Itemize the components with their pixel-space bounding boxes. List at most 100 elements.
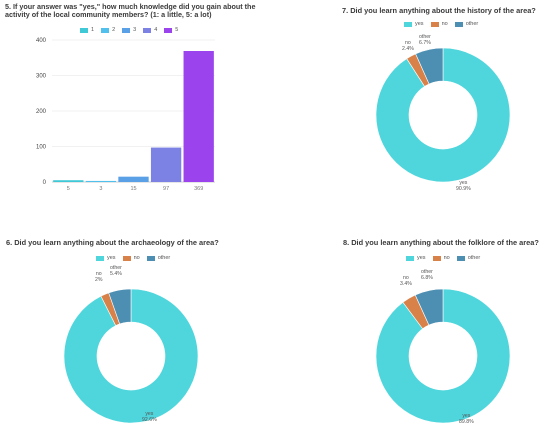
y-tick-label: 0 xyxy=(43,180,47,186)
legend-label: yes xyxy=(107,255,116,261)
slice-label-name: other xyxy=(110,265,122,271)
slice-label-name: yes xyxy=(459,180,468,186)
y-tick-label: 200 xyxy=(36,109,47,115)
slice-label: yes 92.6% xyxy=(142,411,157,423)
legend-swatch xyxy=(146,255,155,261)
legend-swatch xyxy=(456,255,465,261)
pie-slice xyxy=(414,288,444,326)
slice-label-percent: 92.6% xyxy=(142,417,157,423)
chart-q8-legend: yes no other xyxy=(406,255,480,261)
legend-swatch xyxy=(406,255,414,261)
chart-q5-title: 5. If your answer was "yes," how much kn… xyxy=(5,2,256,20)
legend-swatch xyxy=(164,27,173,33)
bar xyxy=(118,176,149,182)
legend-swatch xyxy=(122,27,131,33)
legend-item: no xyxy=(432,255,450,261)
legend-label: 1 xyxy=(91,27,95,33)
slice-label-percent: 6.7% xyxy=(419,40,431,46)
chart-q7-panel: 7. Did you learn anything about the hist… xyxy=(275,0,550,215)
slice-label: other 5.4% xyxy=(110,265,122,277)
slice-label: other 6.8% xyxy=(421,269,433,281)
legend-item: no xyxy=(122,255,140,261)
slice-label-percent: 6.8% xyxy=(421,275,433,281)
bar xyxy=(85,180,117,182)
slice-label: no 3.4% xyxy=(400,275,412,287)
legend-label: other xyxy=(465,21,479,27)
legend-swatch xyxy=(101,27,110,33)
chart-q7-svg xyxy=(375,47,511,183)
pie-slice xyxy=(63,288,199,424)
slice-label-percent: 3.4% xyxy=(400,281,412,287)
legend-swatch xyxy=(404,21,412,27)
legend-label: other xyxy=(157,255,171,261)
bar-data-label: 3 xyxy=(99,186,102,192)
chart-q5-panel: 5. If your answer was "yes," how much kn… xyxy=(0,0,275,215)
chart-q8-panel: 8. Did you learn anything about the folk… xyxy=(275,215,550,431)
legend-label: no xyxy=(133,255,140,261)
slice-label-name: no xyxy=(403,275,409,281)
pie-slice xyxy=(375,47,511,183)
bar xyxy=(183,51,214,182)
chart-q8-title: 8. Did you learn anything about the folk… xyxy=(343,238,539,247)
legend-label: other xyxy=(467,255,481,261)
y-tick-label: 100 xyxy=(36,145,47,151)
chart-q7-title: 7. Did you learn anything about the hist… xyxy=(342,6,536,15)
y-tick-label: 300 xyxy=(36,74,47,80)
slice-label-percent: 5.4% xyxy=(110,271,122,277)
legend-item: 5 xyxy=(164,27,178,33)
slice-label-percent: 90.9% xyxy=(456,186,471,192)
bar-data-label: 97 xyxy=(163,186,169,192)
chart-q5-svg: 0 100 200 300 400 5 3 15 97 369 xyxy=(36,38,215,192)
chart-q7-legend: yes no other xyxy=(404,21,478,27)
slice-label: other 6.7% xyxy=(419,34,431,46)
slice-label-percent: 89.8% xyxy=(459,419,474,425)
slice-label-name: yes xyxy=(145,411,154,417)
slice-label: yes 90.9% xyxy=(456,180,471,192)
legend-label: 2 xyxy=(112,27,116,33)
pie-slice xyxy=(415,47,444,85)
legend-item: other xyxy=(456,255,481,261)
slice-label-name: yes xyxy=(462,413,471,419)
legend-item: other xyxy=(146,255,171,261)
legend-swatch xyxy=(432,255,441,261)
chart-q5-legend: 1 2 3 4 5 xyxy=(80,27,178,33)
y-tick-label: 400 xyxy=(36,38,47,44)
bar-data-label: 15 xyxy=(130,186,136,192)
chart-q8-svg xyxy=(375,288,511,424)
slice-label-name: other xyxy=(421,269,433,275)
pie-slice xyxy=(375,288,511,424)
legend-swatch xyxy=(122,255,131,261)
slice-label-percent: 2% xyxy=(95,277,103,283)
legend-item: 2 xyxy=(101,27,115,33)
slice-label-name: no xyxy=(95,271,102,277)
slice-label: no 2.4% xyxy=(402,40,414,52)
legend-item: 1 xyxy=(80,27,94,33)
slice-label-name: other xyxy=(419,34,431,40)
bar-data-label: 369 xyxy=(194,186,203,192)
legend-label: yes xyxy=(417,255,426,261)
legend-swatch xyxy=(96,255,104,261)
legend-item: yes xyxy=(406,255,426,261)
legend-label: no xyxy=(443,255,450,261)
legend-swatch xyxy=(80,27,88,33)
slice-label: yes 89.8% xyxy=(459,413,474,425)
legend-item: 3 xyxy=(122,27,136,33)
chart-q6-legend: yes no other xyxy=(96,255,170,261)
slice-label: no 2% xyxy=(95,271,103,283)
bar-data-label: 5 xyxy=(67,186,70,192)
chart-q6-title: 6. Did you learn anything about the arch… xyxy=(6,238,219,247)
pie-slice xyxy=(108,288,132,325)
legend-label: yes xyxy=(415,21,424,27)
bar xyxy=(53,180,84,182)
bar xyxy=(150,147,182,182)
slice-label-name: no xyxy=(405,40,411,46)
chart-q6-svg xyxy=(63,288,199,424)
legend-item: other xyxy=(454,21,479,27)
legend-swatch xyxy=(454,21,463,27)
legend-item: yes xyxy=(96,255,116,261)
legend-item: 4 xyxy=(143,27,157,33)
legend-item: no xyxy=(430,21,448,27)
legend-item: yes xyxy=(404,21,424,27)
chart-q6-panel: 6. Did you learn anything about the arch… xyxy=(0,215,275,431)
legend-swatch xyxy=(143,27,152,33)
